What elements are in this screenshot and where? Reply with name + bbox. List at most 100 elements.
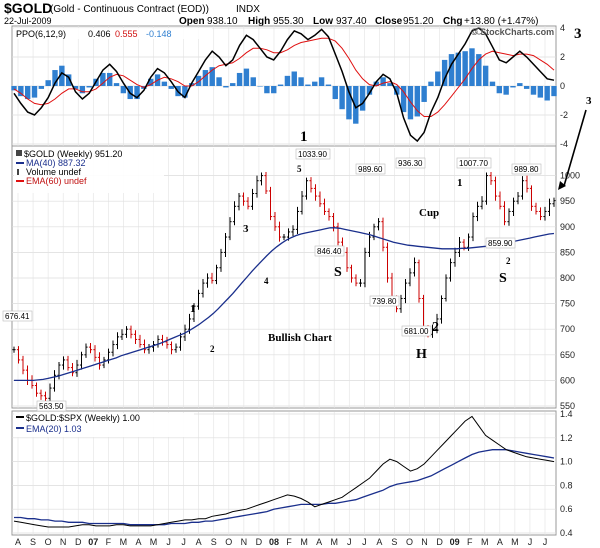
ppo-histogram-bar xyxy=(482,65,489,86)
ppo-histogram-bar xyxy=(100,72,106,86)
ppo-histogram-bar xyxy=(510,86,516,88)
ppo-histogram-bar xyxy=(476,54,482,86)
price-bar xyxy=(192,303,196,323)
x-tick-label: O xyxy=(225,537,232,547)
ppo-histogram-bar xyxy=(414,86,420,117)
ppo-histogram-bar xyxy=(168,86,174,89)
right-wave-1-label: 1 xyxy=(457,177,463,189)
y-tick-label: -2 xyxy=(560,110,568,120)
ratio-ema-swatch xyxy=(16,427,24,429)
price-bar xyxy=(417,259,421,303)
ppo-line xyxy=(13,27,555,143)
y-tick-label: 1.2 xyxy=(560,433,573,443)
high-value: 955.30 xyxy=(273,16,304,27)
price-bar xyxy=(174,343,178,353)
ppo-histogram-bar xyxy=(11,86,17,91)
x-tick-label: N xyxy=(421,537,428,547)
ppo-legend: PPO(6,12,9) 0.406 0.555 -0.148 xyxy=(14,28,212,39)
price-bar xyxy=(507,208,511,226)
price-bar xyxy=(210,272,214,284)
price-bar xyxy=(124,326,129,338)
price-bar xyxy=(250,188,255,210)
ppo-histogram-bar xyxy=(216,77,222,86)
ppo-histogram-bar xyxy=(441,59,448,86)
ppo-histogram-bar xyxy=(134,86,140,100)
ppo-histogram-bar xyxy=(298,77,304,86)
y-tick-label: 950 xyxy=(560,196,575,206)
low-value: 937.40 xyxy=(336,16,367,27)
ppo-histogram-bar xyxy=(318,77,325,86)
x-tick-label: F xyxy=(467,537,473,547)
price-bar xyxy=(480,196,484,210)
cup-label: Cup xyxy=(419,207,439,219)
ppo-histogram-bar xyxy=(544,86,550,101)
price-bar xyxy=(228,217,232,241)
x-tick-label: M xyxy=(120,537,128,547)
price-bar xyxy=(277,221,282,242)
ppo-histogram-bar xyxy=(257,86,263,87)
close-value: 951.20 xyxy=(403,16,434,27)
price-bar xyxy=(259,172,264,186)
ppo-histogram-bar xyxy=(148,78,154,86)
x-tick-label: M xyxy=(481,537,489,547)
y-tick-label: 0.4 xyxy=(560,528,573,538)
ppo-histogram-bar xyxy=(230,83,236,86)
ratio-ema-label: EMA(20) 1.03 xyxy=(26,424,82,434)
ppo-histogram-bar xyxy=(182,86,188,98)
ppo-histogram-bar xyxy=(469,48,475,86)
x-tick-label: S xyxy=(30,537,36,547)
price-bar xyxy=(502,201,507,226)
copyright: © StockCharts.com xyxy=(471,27,554,37)
ppo-histogram-bar xyxy=(86,86,92,88)
price-bar xyxy=(471,212,475,242)
price-bar xyxy=(223,232,228,258)
price-legend-swatch xyxy=(16,150,22,156)
wave-3-label-ppo: 3 xyxy=(574,26,582,42)
ppo-histogram-bar xyxy=(496,86,503,94)
price-bar xyxy=(165,336,169,349)
price-bar xyxy=(39,389,43,400)
price-label-box xyxy=(369,295,400,307)
y-tick-label: 1.0 xyxy=(560,457,573,467)
low-label: Low xyxy=(313,16,333,27)
x-tick-label: O xyxy=(45,537,52,547)
ratio-legend-swatch xyxy=(16,416,24,418)
ppo-histogram-bar xyxy=(271,86,277,94)
price-bar xyxy=(232,201,237,226)
x-tick-label: S xyxy=(391,537,397,547)
price-bar xyxy=(511,197,516,217)
price-bar xyxy=(21,355,25,375)
price-bar xyxy=(241,192,246,206)
price-bar xyxy=(295,206,300,234)
head-label: H xyxy=(416,347,427,362)
price-bar xyxy=(534,202,538,215)
x-tick-label: 07 xyxy=(88,537,98,547)
price-bar xyxy=(201,279,205,298)
price-label-739: 739.80 xyxy=(369,295,400,307)
wave-1-lower-label: 1 xyxy=(190,303,196,315)
shoulder-left-label: S xyxy=(334,265,342,280)
x-tick-label: D xyxy=(436,537,443,547)
price-label-text: 936.30 xyxy=(398,159,423,168)
ppo-histogram-bar xyxy=(31,86,38,98)
annotation-layer: 1 3 3 S S H Cup Bullish Chart 1 2 3 4 5 … xyxy=(190,26,592,362)
ppo-histogram-bar xyxy=(462,51,468,86)
price-bar xyxy=(70,362,75,377)
ppo-histogram-bar xyxy=(236,72,243,86)
ppo-signal-line xyxy=(13,37,555,117)
price-bar xyxy=(453,247,457,267)
price-label-box xyxy=(395,157,426,169)
shoulder-right-label: S xyxy=(499,271,507,286)
x-tick-label: A xyxy=(135,537,141,547)
price-bar xyxy=(214,264,219,285)
price-bar xyxy=(196,289,201,310)
price-layer xyxy=(12,172,556,403)
price-bar xyxy=(381,217,385,252)
price-bar xyxy=(61,356,66,370)
price-bar xyxy=(79,351,84,370)
ppo-legend-signal: 0.555 xyxy=(115,29,138,39)
y-tick-label: 750 xyxy=(560,299,575,309)
price-bar xyxy=(516,191,520,205)
y-tick-label: 0.6 xyxy=(560,504,573,514)
y-tick-label: 1.4 xyxy=(560,409,573,419)
